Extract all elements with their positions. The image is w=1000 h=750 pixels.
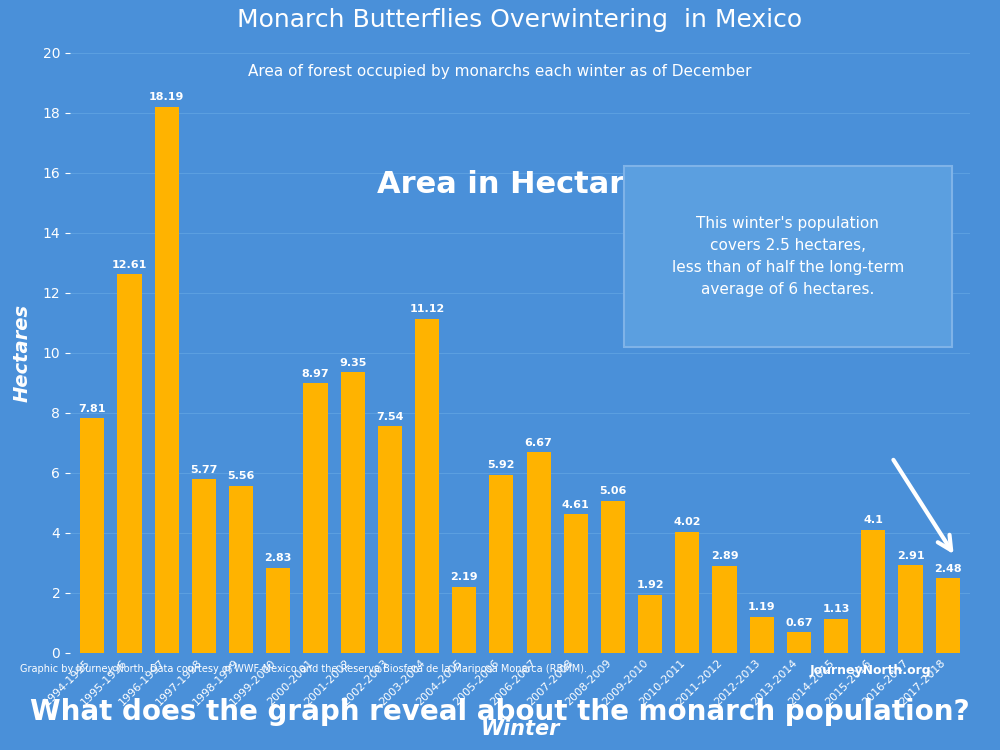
Text: 18.19: 18.19	[149, 92, 184, 102]
Bar	[489, 475, 513, 652]
Bar	[861, 530, 885, 652]
Y-axis label: Hectares: Hectares	[12, 304, 31, 401]
Bar	[638, 595, 662, 652]
Text: 2.91: 2.91	[897, 550, 924, 561]
Bar	[787, 632, 811, 652]
Text: 7.81: 7.81	[79, 404, 106, 414]
Text: 4.1: 4.1	[863, 515, 883, 525]
Text: 1.13: 1.13	[822, 604, 850, 614]
Bar	[824, 619, 848, 652]
Title: Monarch Butterflies Overwintering  in Mexico: Monarch Butterflies Overwintering in Mex…	[237, 8, 803, 32]
Text: 4.02: 4.02	[674, 518, 701, 527]
Bar	[527, 452, 551, 652]
Text: 4.61: 4.61	[562, 500, 590, 510]
X-axis label: Winter: Winter	[480, 718, 560, 739]
Bar	[601, 501, 625, 652]
Bar	[303, 383, 328, 652]
Text: Area of forest occupied by monarchs each winter as of December: Area of forest occupied by monarchs each…	[248, 64, 752, 79]
Text: 0.67: 0.67	[785, 618, 813, 628]
FancyBboxPatch shape	[624, 166, 952, 346]
Bar	[712, 566, 737, 652]
Bar	[898, 566, 923, 652]
Bar	[750, 616, 774, 652]
Text: 11.12: 11.12	[409, 304, 445, 314]
Text: 5.06: 5.06	[599, 486, 627, 496]
Bar	[117, 274, 142, 652]
Bar	[452, 586, 476, 652]
Bar	[341, 372, 365, 652]
Text: 1.19: 1.19	[748, 602, 776, 612]
Bar	[192, 479, 216, 652]
Bar	[936, 578, 960, 652]
Text: 2.19: 2.19	[450, 572, 478, 582]
Text: 12.61: 12.61	[112, 260, 147, 270]
Text: This winter's population
covers 2.5 hectares,
less than of half the long-term
av: This winter's population covers 2.5 hect…	[672, 216, 904, 297]
Text: 5.77: 5.77	[190, 465, 218, 475]
Bar	[266, 568, 290, 652]
Bar	[80, 419, 104, 652]
Bar	[155, 106, 179, 652]
Text: Area in Hectares: Area in Hectares	[377, 170, 663, 199]
Text: 2.83: 2.83	[265, 553, 292, 563]
Bar	[675, 532, 699, 652]
Text: 7.54: 7.54	[376, 412, 404, 422]
Text: 9.35: 9.35	[339, 358, 366, 368]
Bar	[415, 319, 439, 652]
Text: 2.48: 2.48	[934, 563, 961, 574]
Bar	[229, 486, 253, 652]
Text: What does the graph reveal about the monarch population?: What does the graph reveal about the mon…	[30, 698, 970, 727]
Bar	[564, 514, 588, 652]
Text: 6.67: 6.67	[525, 438, 552, 448]
Text: 5.56: 5.56	[227, 471, 255, 482]
Text: 8.97: 8.97	[302, 369, 329, 379]
Text: 2.89: 2.89	[711, 551, 738, 561]
Text: 1.92: 1.92	[636, 580, 664, 590]
Text: JourneyNorth.org: JourneyNorth.org	[809, 664, 931, 676]
Text: 5.92: 5.92	[488, 460, 515, 470]
Text: Graphic by Journey North. Data courtesy of WWF-Mexico and the Reserva Biosfera d: Graphic by Journey North. Data courtesy …	[20, 664, 587, 674]
Bar	[378, 426, 402, 652]
